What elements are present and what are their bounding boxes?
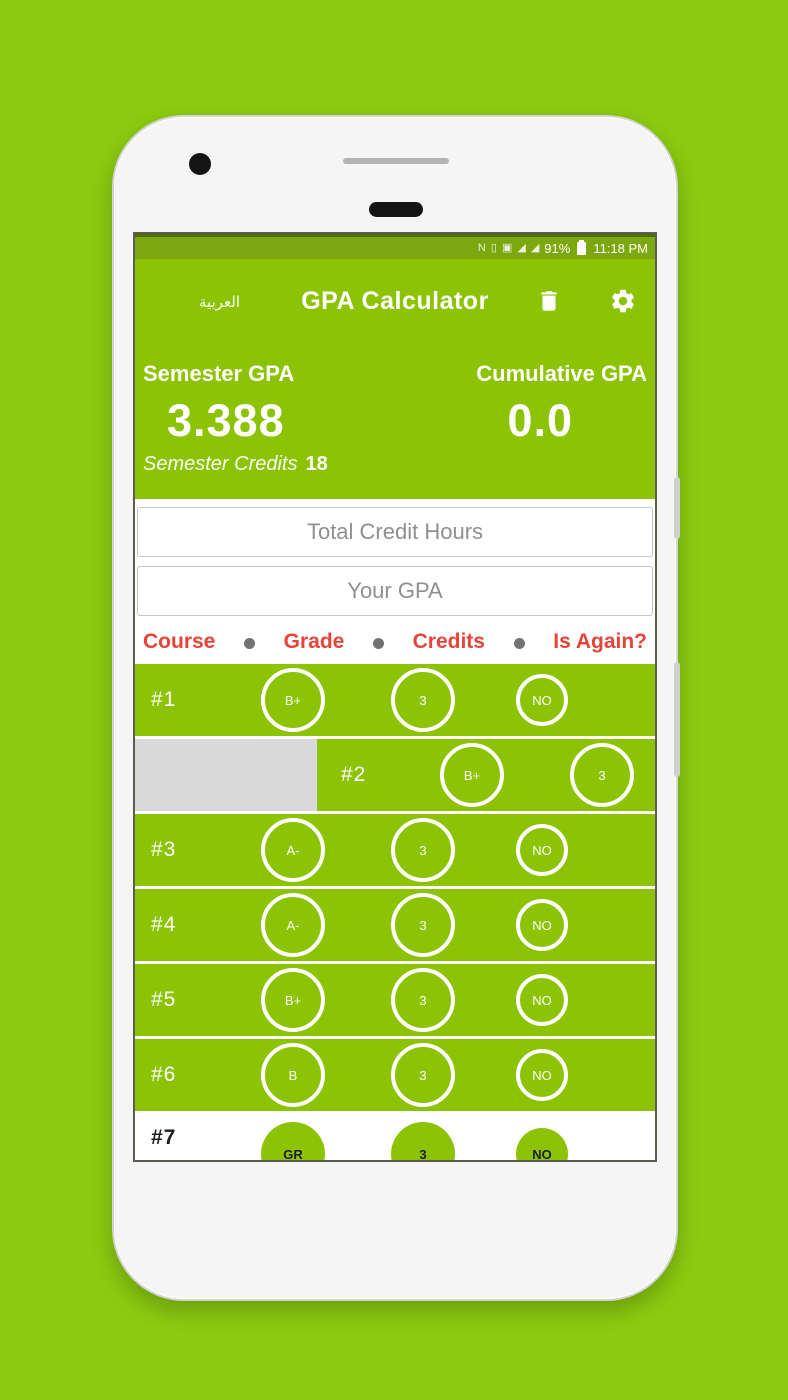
credits-picker[interactable]: 3 <box>391 668 455 732</box>
table-header: Course Grade Credits Is Again? <box>135 620 655 664</box>
course-row-7[interactable]: #7 GR 3 NO <box>135 1114 655 1160</box>
cumulative-gpa-label: Cumulative GPA <box>476 361 647 386</box>
semester-gpa-label: Semester GPA <box>143 361 295 386</box>
separator-dot-icon <box>244 637 255 649</box>
status-time: 11:18 PM <box>593 240 648 256</box>
grade-picker[interactable]: A- <box>261 818 325 882</box>
earpiece-speaker <box>369 202 423 217</box>
course-list: #1 B+ 3 NO #2 B+ 3 #3 A- 3 NO #4 A- 3 <box>135 664 655 1160</box>
credits-picker[interactable]: 3 <box>391 893 455 957</box>
header-course: Course <box>143 630 216 653</box>
network-signal-icon: ◢ <box>517 241 526 254</box>
credits-picker[interactable]: 3 <box>391 968 455 1032</box>
is-again-toggle[interactable]: NO <box>516 1049 568 1101</box>
gpa-summary: Semester GPA Cumulative GPA 3.388 0.0 Se… <box>135 347 655 499</box>
course-row-5[interactable]: #5 B+ 3 NO <box>135 964 655 1036</box>
cumulative-gpa-value: 0.0 <box>507 395 573 446</box>
course-number: #2 <box>341 763 367 786</box>
course-number: #1 <box>151 688 177 711</box>
grade-picker[interactable]: B <box>261 1043 325 1107</box>
nfc-icon: N <box>477 241 486 254</box>
battery-percent: 91% <box>544 240 571 256</box>
your-gpa-input[interactable] <box>137 566 653 616</box>
separator-dot-icon <box>513 637 525 649</box>
sim-icon: ▯ <box>490 241 497 254</box>
status-bar: N ▯ ▣ ◢ ◢ 91% 11:18 PM <box>135 234 655 259</box>
credits-picker[interactable]: 3 <box>391 818 455 882</box>
app-bar: العربية GPA Calculator <box>135 259 655 347</box>
earpiece-slot <box>343 158 449 164</box>
is-again-toggle[interactable]: NO <box>516 824 568 876</box>
grade-picker[interactable]: B+ <box>261 968 325 1032</box>
drag-reveal-area <box>135 739 317 811</box>
course-row-4[interactable]: #4 A- 3 NO <box>135 889 655 961</box>
grade-picker[interactable]: B+ <box>261 668 325 732</box>
is-again-toggle[interactable]: NO <box>516 1128 568 1160</box>
volume-button <box>674 662 680 777</box>
course-number: #7 <box>151 1126 177 1149</box>
is-again-toggle[interactable]: NO <box>516 899 568 951</box>
course-row-3[interactable]: #3 A- 3 NO <box>135 814 655 886</box>
course-row-1[interactable]: #1 B+ 3 NO <box>135 664 655 736</box>
credits-picker[interactable]: 3 <box>570 743 634 807</box>
language-button[interactable]: العربية <box>199 293 240 311</box>
credits-picker[interactable]: 3 <box>391 1043 455 1107</box>
total-credit-hours-input[interactable] <box>137 507 653 557</box>
header-is-again: Is Again? <box>553 630 647 653</box>
is-again-toggle[interactable]: NO <box>516 674 568 726</box>
page-title: GPA Calculator <box>301 287 489 315</box>
storage-icon: ▣ <box>501 241 513 254</box>
grade-picker[interactable]: B+ <box>440 743 504 807</box>
wifi-signal-icon: ◢ <box>530 241 540 254</box>
battery-icon <box>577 239 587 255</box>
credits-picker[interactable]: 3 <box>391 1122 455 1160</box>
is-again-toggle[interactable]: NO <box>516 974 568 1026</box>
separator-dot-icon <box>372 637 384 649</box>
semester-credits-value: 18 <box>305 453 328 475</box>
header-credits: Credits <box>412 630 485 653</box>
front-camera <box>189 153 211 175</box>
course-number: #6 <box>151 1063 177 1086</box>
course-number: #4 <box>151 913 177 936</box>
semester-gpa-value: 3.388 <box>167 395 285 446</box>
course-row-6[interactable]: #6 B 3 NO <box>135 1039 655 1111</box>
course-number: #5 <box>151 988 177 1011</box>
power-button <box>674 477 680 539</box>
inputs-section: Course Grade Credits Is Again? <box>135 499 655 664</box>
course-row-2[interactable]: #2 B+ 3 <box>135 739 655 811</box>
phone-frame: N ▯ ▣ ◢ ◢ 91% 11:18 PM العربية GPA Calcu… <box>112 115 680 1301</box>
grade-picker[interactable]: A- <box>261 893 325 957</box>
semester-credits-label: Semester Credits <box>143 453 298 475</box>
header-grade: Grade <box>283 630 345 653</box>
course-number: #3 <box>151 838 177 861</box>
grade-picker[interactable]: GR <box>261 1122 325 1160</box>
phone-screen: N ▯ ▣ ◢ ◢ 91% 11:18 PM العربية GPA Calcu… <box>133 232 657 1162</box>
trash-icon[interactable] <box>536 287 562 315</box>
gear-icon[interactable] <box>609 287 637 315</box>
